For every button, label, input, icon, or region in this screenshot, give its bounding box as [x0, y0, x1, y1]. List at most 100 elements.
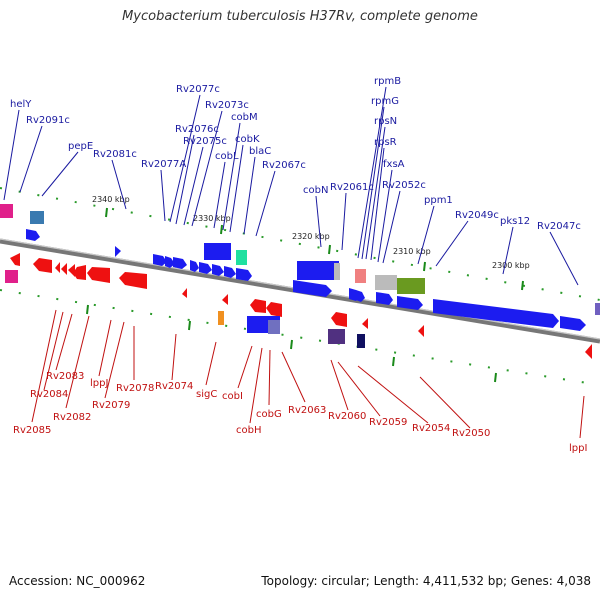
gene-feature[interactable]: [115, 246, 121, 257]
gene-label[interactable]: sigC: [196, 389, 217, 400]
gene-feature[interactable]: [356, 290, 365, 302]
gene-label[interactable]: Rv2084: [30, 389, 68, 400]
gene-feature[interactable]: [397, 278, 425, 294]
gene-feature[interactable]: [212, 264, 224, 276]
gene-feature[interactable]: [30, 211, 44, 224]
gene-label[interactable]: cobH: [236, 425, 261, 436]
gene-label[interactable]: cobN: [303, 185, 328, 196]
gene-feature[interactable]: [204, 243, 231, 260]
gene-label[interactable]: Rv2049c: [455, 210, 499, 221]
gene-label[interactable]: pepE: [68, 141, 93, 152]
gene-label[interactable]: cobM: [231, 112, 258, 123]
gene-label[interactable]: Rv2075c: [183, 136, 227, 147]
gene-label[interactable]: Rv2074: [155, 381, 193, 392]
gene-feature[interactable]: [222, 294, 228, 305]
gene-feature[interactable]: [190, 260, 199, 272]
gene-feature[interactable]: [199, 262, 212, 274]
gene-label[interactable]: Rv2063: [288, 405, 326, 416]
gene-feature[interactable]: [33, 258, 52, 273]
gene-feature[interactable]: [297, 261, 339, 280]
gene-feature[interactable]: [68, 264, 75, 277]
gene-feature[interactable]: [560, 316, 586, 331]
gene-label[interactable]: lppJ: [90, 378, 108, 389]
gene-label[interactable]: Rv2079: [92, 400, 130, 411]
gene-label[interactable]: Rv2076c: [175, 124, 219, 135]
gene-feature[interactable]: [119, 272, 147, 289]
gene-label[interactable]: helY: [10, 99, 32, 110]
gene-feature[interactable]: [61, 263, 67, 275]
gene-label[interactable]: Rv2083: [46, 371, 84, 382]
leader-line: [341, 192, 347, 251]
gene-feature[interactable]: [397, 296, 423, 310]
gene-label[interactable]: Rv2085: [13, 425, 51, 436]
gene-label[interactable]: Rv2059: [369, 417, 407, 428]
gene-label[interactable]: Rv2054: [412, 423, 450, 434]
leader-line: [104, 321, 125, 399]
reverse-leader-lines: [31, 309, 585, 439]
gene-feature[interactable]: [585, 344, 592, 359]
gene-label[interactable]: Rv2073c: [205, 100, 249, 111]
gene-label[interactable]: fxsA: [383, 159, 405, 170]
gene-feature[interactable]: [418, 325, 424, 337]
gene-label[interactable]: Rv2047c: [537, 221, 581, 232]
gene-feature[interactable]: [87, 267, 110, 283]
gene-feature[interactable]: [55, 262, 60, 273]
gene-label[interactable]: rpsR: [374, 137, 397, 148]
gene-feature[interactable]: [293, 280, 332, 297]
gene-label[interactable]: lppI: [569, 443, 587, 454]
gene-label[interactable]: cobI: [222, 391, 243, 402]
gene-label[interactable]: Rv2060: [328, 411, 366, 422]
gene-feature[interactable]: [355, 269, 366, 283]
gene-feature[interactable]: [165, 256, 175, 268]
gene-feature[interactable]: [73, 265, 86, 280]
gene-label[interactable]: Rv2067c: [262, 160, 306, 171]
gene-feature[interactable]: [236, 250, 247, 265]
gene-label[interactable]: cobK: [235, 134, 260, 145]
gene-label[interactable]: Rv2050: [452, 428, 490, 439]
gene-feature[interactable]: [5, 270, 18, 283]
map-title: Mycobacterium tuberculosis H37Rv, comple…: [122, 9, 478, 24]
gene-feature[interactable]: [328, 329, 345, 344]
gene-feature[interactable]: [0, 204, 13, 218]
gene-label[interactable]: Rv2078: [116, 383, 154, 394]
major-tick: [494, 372, 497, 383]
gene-label[interactable]: blaC: [249, 146, 271, 157]
gene-feature[interactable]: [182, 288, 187, 298]
gene-feature[interactable]: [10, 253, 20, 266]
gene-feature[interactable]: [266, 302, 282, 317]
gene-feature[interactable]: [268, 320, 280, 334]
gene-feature[interactable]: [173, 257, 187, 269]
gene-label[interactable]: Rv2052c: [382, 180, 426, 191]
gene-feature[interactable]: [362, 318, 368, 329]
gene-label[interactable]: rpmB: [374, 76, 401, 87]
gene-feature[interactable]: [331, 312, 347, 327]
gene-label[interactable]: rpmG: [371, 96, 399, 107]
gene-feature[interactable]: [376, 292, 393, 305]
gene-feature[interactable]: [224, 266, 236, 278]
gene-label[interactable]: Rv2077c: [176, 84, 220, 95]
gene-label[interactable]: Rv2061c: [330, 182, 374, 193]
leader-line: [3, 109, 20, 201]
gene-label[interactable]: Rv2091c: [26, 115, 70, 126]
gene-feature[interactable]: [357, 334, 365, 348]
gene-label[interactable]: Rv2077A: [141, 159, 186, 170]
gene-feature[interactable]: [375, 275, 397, 290]
gene-feature[interactable]: [218, 311, 224, 325]
outer-tick-track: [0, 187, 600, 301]
gene-feature[interactable]: [153, 254, 167, 266]
gene-label[interactable]: Rv2082: [53, 412, 91, 423]
gene-label[interactable]: cobL: [215, 151, 239, 162]
gene-feature[interactable]: [334, 263, 340, 280]
gene-feature[interactable]: [433, 299, 559, 328]
gene-label[interactable]: pks12: [500, 216, 530, 227]
gene-feature[interactable]: [595, 303, 600, 315]
leader-line: [243, 156, 256, 235]
gene-label[interactable]: ppm1: [424, 195, 453, 206]
gene-feature[interactable]: [250, 299, 266, 313]
gene-label[interactable]: cobG: [256, 409, 282, 420]
gene-label[interactable]: Rv2081c: [93, 149, 137, 160]
gene-label[interactable]: rpsN: [374, 116, 397, 127]
gene-feature[interactable]: [26, 229, 40, 241]
gene-feature[interactable]: [236, 268, 252, 281]
